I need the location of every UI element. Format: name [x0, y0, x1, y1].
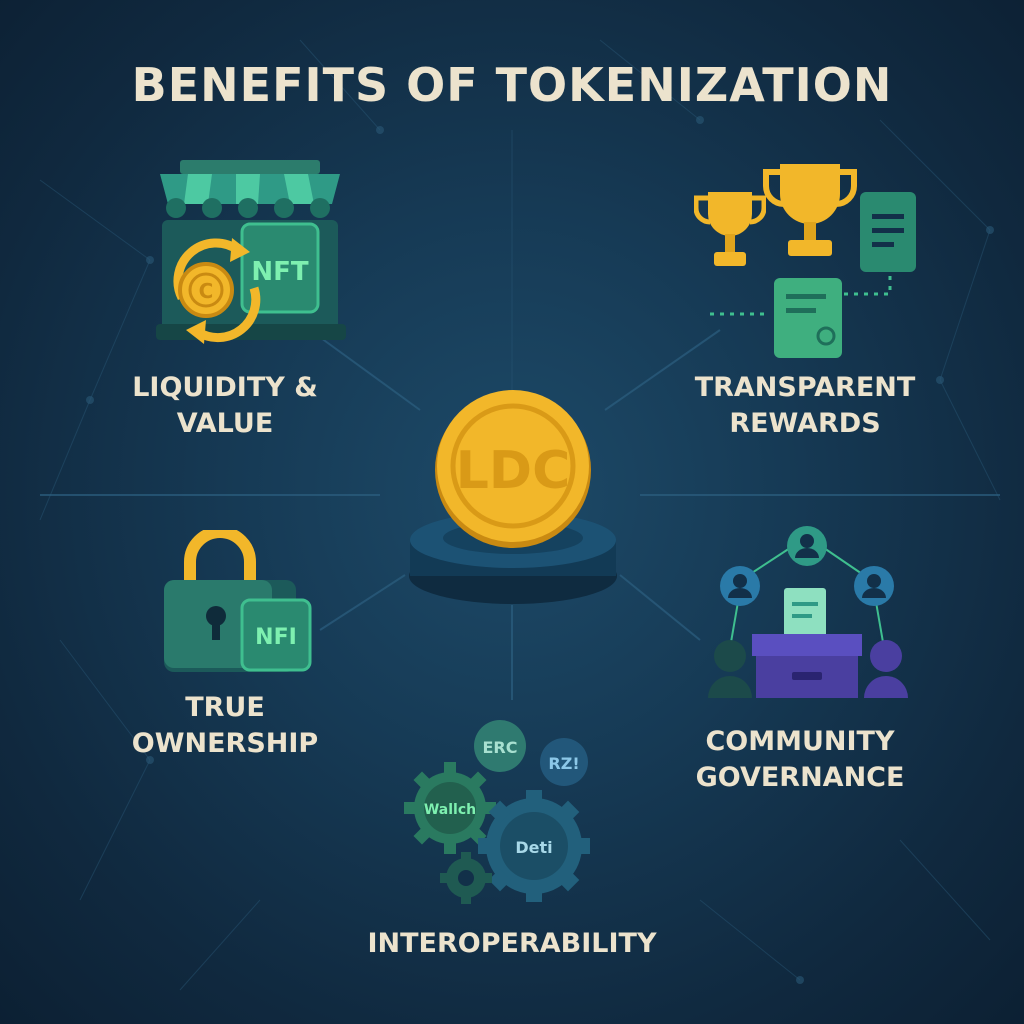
gear-icon: ERC RZ! Wallch Deti [404, 720, 590, 904]
user-icon [854, 566, 894, 606]
rz-badge: RZ! [548, 754, 579, 773]
coin-label: LDC [456, 441, 570, 501]
certificate-icon [710, 276, 892, 358]
ballot-box-icon [708, 526, 908, 698]
wallet-badge: Wallch [424, 802, 476, 818]
coin-exchange-icon: C [173, 238, 261, 344]
erc-badge: ERC [483, 738, 518, 757]
true-ownership-label: TRUE OWNERSHIP [131, 692, 319, 759]
page-title: BENEFITS OF TOKENIZATION [131, 58, 893, 112]
svg-text:C: C [199, 279, 214, 303]
nft-card-icon: NFT [240, 222, 320, 314]
document-icon [860, 192, 916, 272]
trophy-icon [763, 164, 857, 256]
nft-tag: NFT [251, 257, 309, 287]
trophy-icon [694, 192, 766, 266]
coin-pedestal-icon: LDC [409, 390, 617, 604]
user-icon [720, 566, 760, 606]
nfi-tag: NFI [255, 625, 297, 650]
defi-badge: Deti [515, 838, 552, 857]
liquidity-value-label: LIQUIDITY & VALUE [132, 372, 318, 439]
community-governance-label: COMMUNITY GOVERNANCE [695, 726, 905, 793]
user-icon [787, 526, 827, 566]
interoperability-label: INTEROPERABILITY [367, 928, 657, 959]
nft-card-icon: NFI [240, 598, 312, 672]
transparent-rewards-label: TRANSPARENT REWARDS [694, 372, 916, 439]
